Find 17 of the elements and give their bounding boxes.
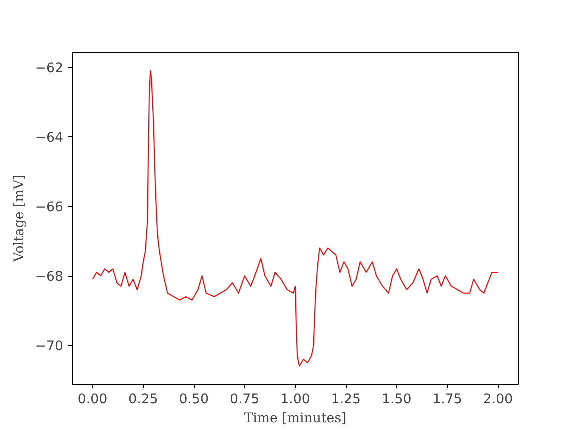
x-tick-label: 0.00 xyxy=(78,392,108,408)
x-tick-label: 1.75 xyxy=(432,392,462,408)
x-tick-label: 0.25 xyxy=(128,392,158,408)
x-tick-label: 0.50 xyxy=(179,392,209,408)
y-tick-label: −66 xyxy=(35,200,64,216)
x-tick-label: 0.75 xyxy=(230,392,260,408)
line-series xyxy=(92,70,499,367)
x-tick-label: 2.00 xyxy=(483,392,514,408)
y-tick-label: −64 xyxy=(35,130,64,146)
x-tick-label: 1.25 xyxy=(331,392,362,408)
y-tick-label: −70 xyxy=(35,340,64,355)
x-tick-label: 1.00 xyxy=(280,392,310,408)
x-tick-label: 1.50 xyxy=(382,392,412,408)
x-axis-title: Time [minutes] xyxy=(244,412,347,426)
y-tick-label: −62 xyxy=(35,61,64,76)
y-axis-title: Voltage [mV] xyxy=(12,174,28,264)
y-tick-label: −68 xyxy=(35,270,64,286)
